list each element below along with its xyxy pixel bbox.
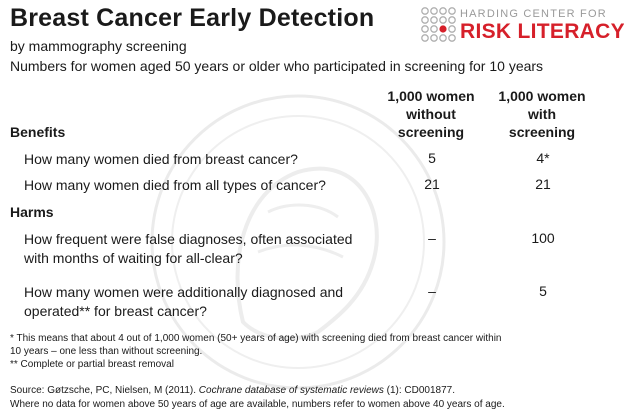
column-header-with-screening: 1,000 women with screening bbox=[498, 88, 586, 140]
page-subtitle: by mammography screening bbox=[10, 38, 187, 54]
footnote-double-asterisk: ** Complete or partial breast removal bbox=[10, 359, 174, 370]
benefit-question-breast-cancer-deaths: How many women died from breast cancer? bbox=[24, 151, 298, 167]
harm-question-false-diagnoses: How frequent were false diagnoses, often… bbox=[24, 231, 353, 266]
value-with-screening: 5 bbox=[539, 283, 547, 299]
journal-name: Cochrane database of systematic reviews bbox=[198, 385, 384, 396]
column-header-without-screening: 1,000 women without screening bbox=[387, 88, 475, 140]
source-note: Where no data for women above 50 years o… bbox=[10, 399, 505, 410]
value-without-screening: – bbox=[428, 230, 436, 246]
footnote-asterisk: * This means that about 4 out of 1,000 w… bbox=[10, 333, 502, 344]
value-without-screening: – bbox=[428, 283, 436, 299]
footnote-asterisk-continued: 10 years – one less than without screeni… bbox=[10, 346, 203, 357]
benefit-question-all-cancer-deaths: How many women died from all types of ca… bbox=[24, 177, 326, 193]
value-without-screening: 5 bbox=[428, 150, 436, 166]
value-with-screening: 4* bbox=[536, 150, 550, 166]
value-with-screening: 21 bbox=[535, 176, 551, 192]
section-label-benefits: Benefits bbox=[10, 124, 66, 140]
logo-top-text: HARDING CENTER FOR bbox=[460, 8, 607, 20]
page-title: Breast Cancer Early Detection bbox=[10, 4, 375, 32]
footnotes: * This means that about 4 out of 1,000 w… bbox=[10, 332, 614, 371]
section-label-harms: Harms bbox=[10, 204, 54, 220]
harm-question-overdiagnosis: How many women were additionally diagnos… bbox=[24, 284, 344, 319]
logo-main-text: RISK LITERACY bbox=[460, 20, 624, 43]
value-without-screening: 21 bbox=[424, 176, 440, 192]
source-citation: Source: Gøtzsche, PC, Nielsen, M (2011).… bbox=[10, 384, 614, 412]
value-with-screening: 100 bbox=[531, 230, 555, 246]
harding-center-logo: HARDING CENTER FOR RISK LITERACY bbox=[420, 6, 624, 46]
logo-dots-icon bbox=[421, 7, 456, 42]
population-description: Numbers for women aged 50 years or older… bbox=[10, 58, 544, 74]
